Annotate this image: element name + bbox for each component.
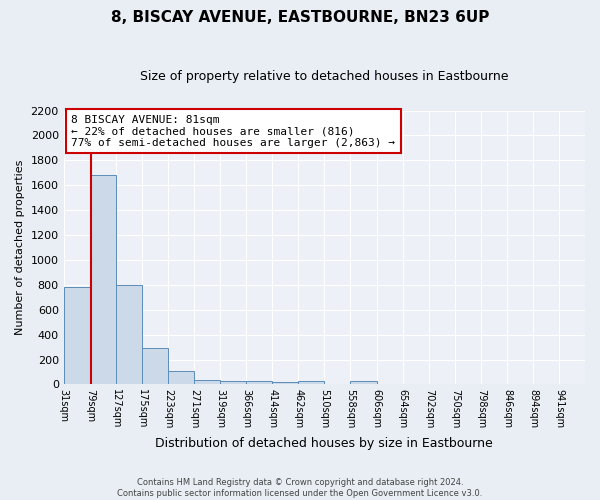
Text: 8 BISCAY AVENUE: 81sqm
← 22% of detached houses are smaller (816)
77% of semi-de: 8 BISCAY AVENUE: 81sqm ← 22% of detached…: [71, 114, 395, 148]
Bar: [64, 288, 90, 384]
Bar: [272, 382, 298, 384]
Bar: [168, 370, 194, 384]
Bar: [220, 381, 246, 384]
X-axis label: Distribution of detached houses by size in Eastbourne: Distribution of detached houses by size …: [155, 437, 493, 450]
Title: Size of property relative to detached houses in Eastbourne: Size of property relative to detached ho…: [140, 70, 509, 83]
Text: 8, BISCAY AVENUE, EASTBOURNE, BN23 6UP: 8, BISCAY AVENUE, EASTBOURNE, BN23 6UP: [111, 10, 489, 25]
Y-axis label: Number of detached properties: Number of detached properties: [15, 160, 25, 335]
Bar: [142, 348, 168, 385]
Bar: [194, 380, 220, 384]
Bar: [116, 285, 142, 384]
Bar: [90, 176, 116, 384]
Bar: [246, 382, 272, 384]
Bar: [298, 381, 325, 384]
Text: Contains HM Land Registry data © Crown copyright and database right 2024.
Contai: Contains HM Land Registry data © Crown c…: [118, 478, 482, 498]
Bar: [350, 382, 377, 384]
